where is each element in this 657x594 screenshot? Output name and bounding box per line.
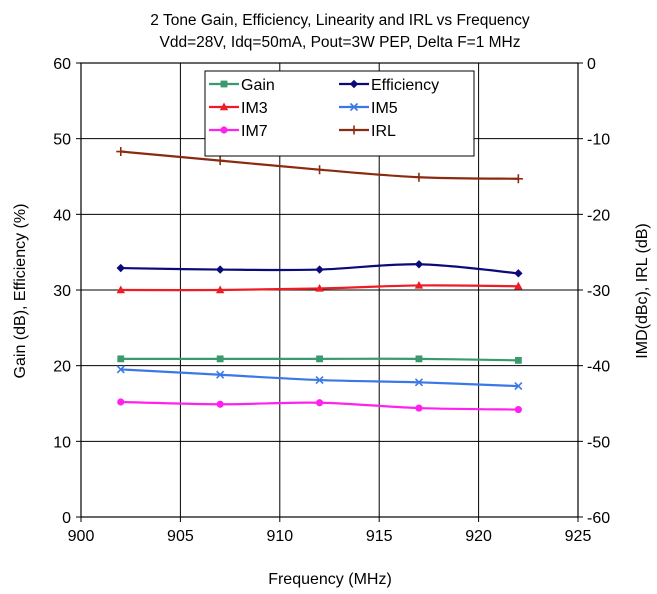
data-point-x: [116, 365, 125, 374]
y2-axis-label: IMD(dBc), IRL (dB): [634, 223, 651, 358]
x-tick-label: 920: [465, 528, 492, 545]
data-point-triangle: [215, 285, 225, 294]
data-point-plus: [315, 165, 325, 175]
data-point-triangle: [414, 280, 424, 289]
data-point-triangle: [116, 285, 125, 294]
data-point-x: [315, 375, 324, 385]
x-axis-label: Frequency (MHz): [268, 571, 392, 588]
y-tick-label: 60: [53, 56, 71, 73]
data-point-triangle: [514, 281, 523, 290]
legend-item-im3: IM3: [209, 100, 268, 117]
y2-tick-label: -40: [587, 359, 610, 376]
data-point-circle: [315, 399, 324, 407]
series-im3: [116, 280, 523, 294]
legend: Gain Efficiency IM3 IM5 IM7 IRL: [204, 70, 475, 157]
data-point-diamond: [116, 263, 125, 273]
data-point-plus: [349, 125, 359, 135]
y-tick-label: 10: [53, 434, 71, 451]
x-tick-label: 905: [167, 528, 194, 545]
data-point-circle: [514, 405, 522, 414]
series-im7: [117, 398, 522, 414]
y2-tick-label: -60: [587, 510, 610, 527]
data-point-triangle: [219, 102, 229, 111]
legend-box: [204, 70, 475, 157]
data-point-diamond: [215, 265, 225, 274]
legend-label: IM7: [241, 123, 268, 140]
data-point-diamond: [414, 260, 424, 269]
x-tick-label: 915: [366, 528, 393, 545]
legend-item-gain: Gain: [209, 77, 275, 94]
series-lines: [116, 147, 523, 414]
chart-title: 2 Tone Gain, Efficiency, Linearity and I…: [150, 12, 530, 29]
series-im5: [116, 365, 523, 391]
data-point-x: [414, 378, 424, 387]
data-point-square: [415, 355, 423, 363]
data-point-x: [349, 102, 359, 112]
legend-label: IRL: [371, 123, 396, 140]
data-point-square: [316, 355, 323, 363]
series-efficiency: [116, 260, 523, 278]
data-point-square: [216, 355, 224, 363]
x-tick-label: 900: [68, 528, 95, 545]
legend-label: Gain: [241, 77, 275, 94]
data-point-triangle: [315, 283, 324, 292]
legend-label: IM3: [241, 100, 268, 117]
y-tick-label: 20: [53, 359, 71, 376]
data-point-plus: [116, 147, 126, 157]
data-point-square: [220, 80, 228, 88]
x-tick-label: 910: [266, 528, 293, 545]
ticks: 900 905 910 915 920 925 0 10 20 30 40 50 60 -60 -50 -40…: [53, 56, 610, 545]
y-tick-label: 0: [62, 510, 71, 527]
data-point-circle: [220, 126, 228, 134]
data-point-square: [514, 356, 522, 364]
y-axis-label: Gain (dB), Efficiency (%): [12, 204, 29, 379]
y2-tick-label: -20: [587, 207, 610, 224]
data-point-circle: [117, 398, 125, 406]
data-point-plus: [513, 174, 523, 184]
data-point-circle: [415, 404, 423, 412]
data-point-diamond: [514, 269, 523, 278]
data-point-x: [216, 370, 225, 379]
legend-item-im7: IM7: [209, 123, 268, 140]
data-point-circle: [216, 400, 224, 408]
data-point-diamond: [315, 265, 324, 274]
data-point-x: [514, 382, 523, 391]
y2-tick-label: -50: [587, 434, 610, 451]
legend-item-im5: IM5: [339, 100, 398, 117]
data-point-plus: [414, 172, 424, 182]
legend-item-efficiency: Efficiency: [339, 77, 439, 94]
y2-tick-label: -10: [587, 132, 610, 149]
y2-tick-label: -30: [587, 283, 610, 300]
legend-label: Efficiency: [371, 77, 439, 94]
legend-label: IM5: [371, 100, 398, 117]
series-irl: [116, 147, 523, 184]
y-tick-label: 50: [53, 132, 71, 149]
data-point-diamond: [349, 79, 359, 89]
data-point-plus: [215, 156, 225, 166]
y-tick-label: 40: [53, 207, 71, 224]
chart-subtitle: Vdd=28V, Idq=50mA, Pout=3W PEP, Delta F=…: [159, 34, 520, 51]
legend-item-irl: IRL: [339, 123, 396, 140]
x-tick-label: 925: [565, 528, 592, 545]
series-gain: [117, 355, 522, 364]
y-tick-label: 30: [53, 283, 71, 300]
y2-tick-label: 0: [587, 56, 596, 73]
data-point-square: [117, 355, 125, 363]
